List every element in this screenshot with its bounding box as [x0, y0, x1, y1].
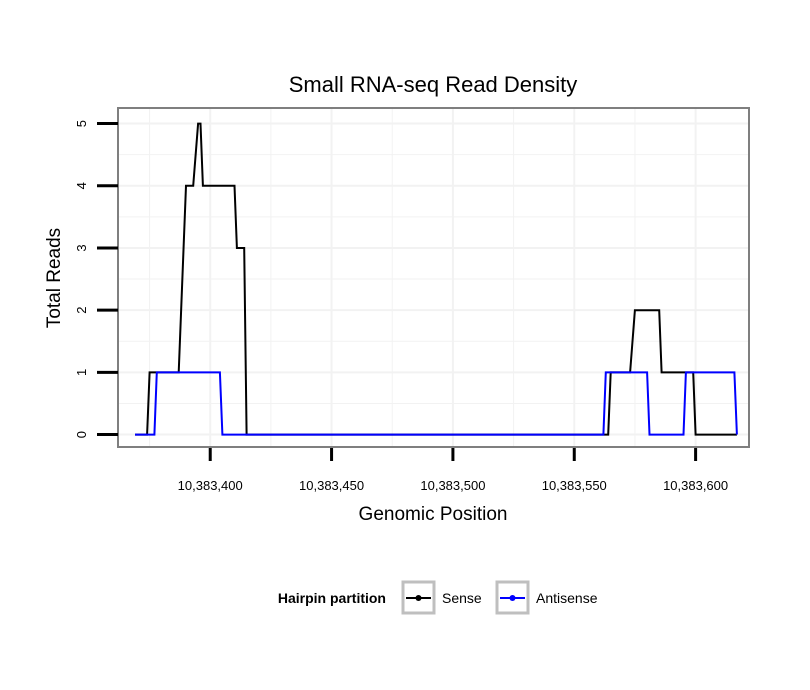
series-line-sense	[135, 122, 737, 436]
y-axis: 0 1 2 3 4 5	[74, 120, 118, 438]
legend-title: Hairpin partition	[278, 590, 386, 606]
x-tick-label: 10,383,450	[299, 478, 364, 493]
y-tick-label: 5	[74, 120, 89, 127]
chart-title: Small RNA-seq Read Density	[289, 72, 578, 97]
x-tick-label: 10,383,550	[542, 478, 607, 493]
x-tick-label: 10,383,600	[663, 478, 728, 493]
legend-marker-antisense	[509, 595, 516, 601]
legend-label-sense: Sense	[442, 590, 482, 606]
panel-background	[118, 108, 749, 447]
y-tick-label: 3	[74, 244, 89, 251]
y-axis-title: Total Reads	[44, 228, 65, 328]
y-tick-label: 2	[74, 307, 89, 314]
x-tick-label: 10,383,500	[420, 478, 485, 493]
plot-panel	[117, 107, 750, 448]
x-tick-label: 10,383,400	[178, 478, 243, 493]
x-axis: 10,383,400 10,383,450 10,383,500 10,383,550…	[178, 448, 728, 493]
legend-label-antisense: Antisense	[536, 590, 598, 606]
y-tick-label: 0	[74, 431, 89, 438]
series-line-antisense	[135, 371, 738, 436]
legend: Hairpin partition Sense Antisense	[278, 580, 598, 615]
x-axis-title: Genomic Position	[359, 504, 508, 525]
y-tick-label: 1	[74, 369, 89, 376]
legend-item-antisense: Antisense	[495, 580, 598, 615]
legend-marker-sense	[415, 595, 422, 601]
legend-item-sense: Sense	[401, 580, 482, 615]
series-lines	[135, 122, 738, 436]
y-tick-label: 4	[74, 182, 89, 189]
panel-border	[117, 107, 750, 448]
